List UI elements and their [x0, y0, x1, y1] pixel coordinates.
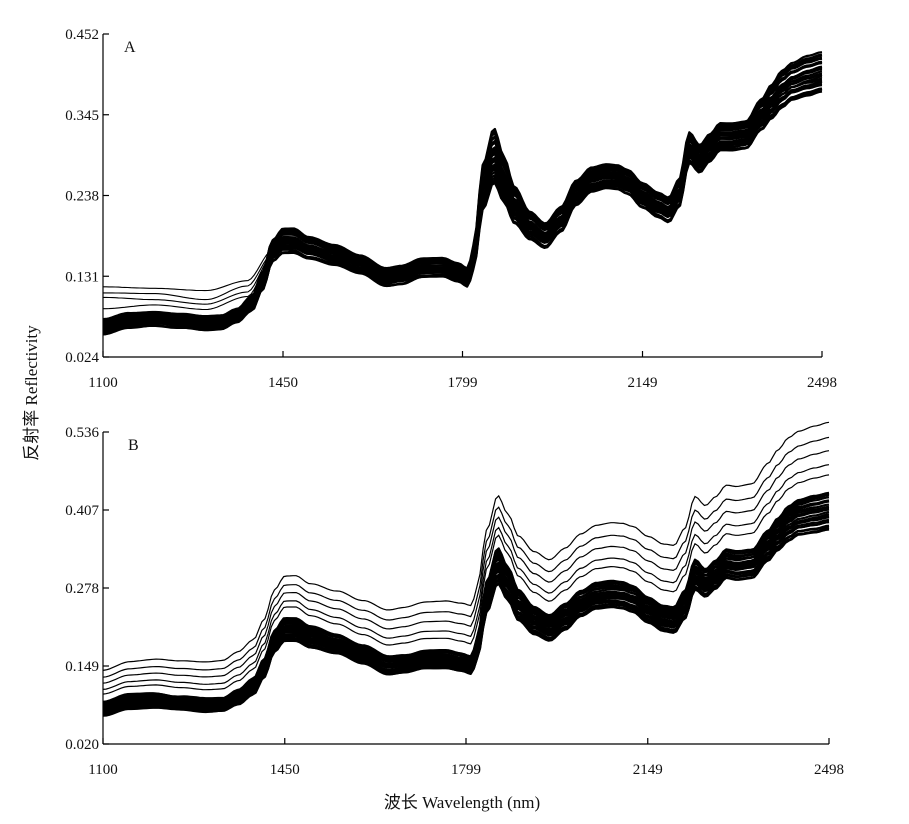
- panel-b-curves: [102, 421, 830, 717]
- spectrum-line: [102, 80, 823, 332]
- spectrum-line: [102, 474, 830, 695]
- y-axis-title: 反射率 Reflectivity: [22, 325, 41, 461]
- x-tick-label: 1100: [88, 375, 117, 391]
- x-tick-label: 2498: [807, 375, 837, 391]
- panel-a-y-ticks: 0.452 0.345 0.238 0.131 0.024: [65, 27, 109, 366]
- spectrum-line: [102, 51, 823, 321]
- spectrum-line: [102, 450, 830, 684]
- spectrum-line: [103, 84, 823, 333]
- panel-a-chart: 0.452 0.345 0.238 0.131 0.024 1100 1450 1799 21…: [65, 27, 837, 391]
- panel-b-chart: 0.536 0.407 0.278 0.149 0.020 1100 1450 1799 21…: [65, 421, 844, 778]
- y-tick-label: 0.149: [65, 659, 99, 675]
- spectrum-line: [102, 66, 823, 327]
- x-tick-label: 1450: [268, 375, 298, 391]
- x-tick-label: 1799: [451, 762, 481, 778]
- spectrum-line: [102, 80, 823, 332]
- spectrum-line: [102, 510, 830, 711]
- x-tick-label: 2498: [814, 762, 844, 778]
- spectrum-line: [103, 67, 823, 301]
- y-tick-label: 0.452: [65, 27, 99, 43]
- x-tick-label: 2149: [628, 375, 658, 391]
- spectrum-line: [102, 65, 823, 327]
- y-tick-label: 0.024: [65, 350, 99, 366]
- panel-a-label: A: [124, 39, 136, 56]
- spectrum-line: [102, 436, 830, 678]
- spectrum-line: [102, 524, 830, 716]
- spectrum-line: [102, 464, 830, 690]
- spectrum-line: [102, 88, 823, 336]
- y-tick-label: 0.131: [65, 269, 99, 285]
- y-tick-label: 0.020: [65, 737, 99, 753]
- y-tick-label: 0.536: [65, 425, 99, 441]
- y-tick-label: 0.238: [65, 189, 99, 205]
- spectrum-line: [102, 88, 823, 334]
- spectrum-line: [102, 500, 830, 707]
- panel-a-curves: [102, 51, 823, 336]
- y-tick-label: 0.345: [65, 108, 99, 124]
- spectrum-line: [102, 78, 823, 332]
- spectrum-line: [102, 515, 830, 713]
- spectrum-line: [102, 70, 823, 329]
- x-tick-label: 1450: [270, 762, 300, 778]
- y-tick-label: 0.407: [65, 503, 99, 519]
- spectrum-line: [102, 82, 823, 333]
- spectrum-line: [102, 492, 830, 703]
- x-tick-label: 1100: [88, 762, 117, 778]
- x-tick-label: 1799: [448, 375, 478, 391]
- spectrum-line: [102, 87, 823, 334]
- spectrum-line: [102, 508, 830, 710]
- spectrum-line: [102, 90, 823, 336]
- spectrum-line: [102, 80, 823, 332]
- panel-b-x-ticks: 1100 1450 1799 2149 2498: [88, 738, 844, 778]
- spectrum-line: [102, 507, 830, 709]
- spectrum-line: [103, 72, 823, 305]
- spectrum-line: [102, 62, 823, 326]
- panel-b-y-ticks: 0.536 0.407 0.278 0.149 0.020: [65, 425, 109, 753]
- spectrum-line: [102, 515, 830, 712]
- x-tick-label: 2149: [633, 762, 663, 778]
- spectrum-line: [103, 62, 823, 292]
- spectrum-line: [102, 68, 823, 327]
- spectrum-line: [102, 518, 830, 714]
- spectrum-line: [102, 505, 830, 709]
- panel-a-x-ticks: 1100 1450 1799 2149 2498: [88, 351, 837, 391]
- spectrum-line: [102, 513, 830, 712]
- spectrum-line: [102, 67, 823, 327]
- y-tick-label: 0.278: [65, 581, 99, 597]
- x-axis-title: 波长 Wavelength (nm): [384, 793, 540, 812]
- spectrum-line: [102, 421, 830, 671]
- spectrum-line: [103, 77, 823, 311]
- panel-b-label: B: [128, 437, 139, 454]
